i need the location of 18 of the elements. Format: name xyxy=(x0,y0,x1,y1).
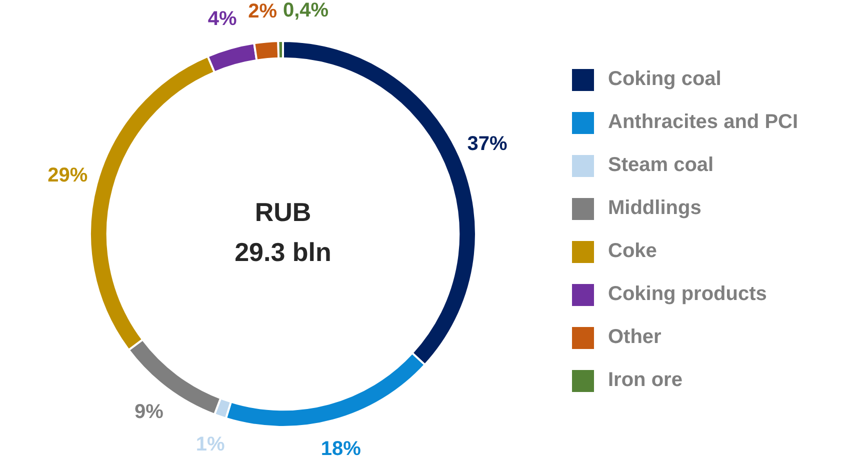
legend-label: Anthracites and PCI xyxy=(608,111,798,134)
legend-label: Coking coal xyxy=(608,68,722,91)
data-label: 37% xyxy=(467,133,508,156)
data-label: 29% xyxy=(48,164,88,187)
legend-label: Middlings xyxy=(608,197,702,220)
legend-label: Other xyxy=(608,326,662,349)
legend-label: Coking products xyxy=(608,283,767,306)
data-label: 4% xyxy=(208,8,238,30)
data-label: 2% xyxy=(248,0,278,22)
data-label: 18% xyxy=(320,438,362,460)
data-label: 1% xyxy=(196,433,226,456)
legend-label: Iron ore xyxy=(608,369,682,392)
text: RUB xyxy=(254,197,312,228)
text: 29.3 bln xyxy=(234,237,332,268)
legend-label: Coke xyxy=(608,240,657,263)
data-label: 9% xyxy=(134,400,164,423)
data-label: 0,4% xyxy=(283,0,329,22)
legend-label: Steam coal xyxy=(608,154,714,177)
